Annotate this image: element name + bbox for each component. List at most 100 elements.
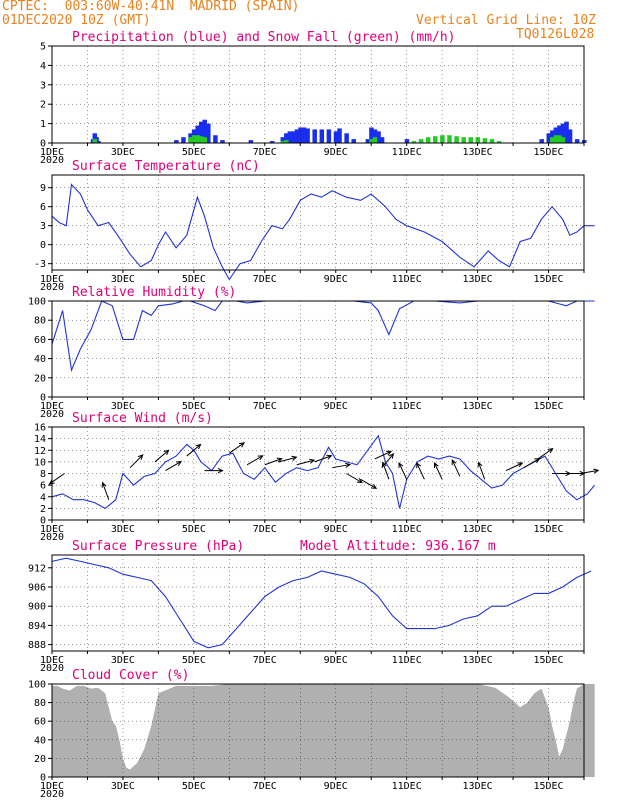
precip-x-tick-label: 9DEC bbox=[324, 147, 348, 158]
wind-x-tick-label: 1DEC bbox=[40, 524, 64, 535]
pressure-x-tick-label: 3DEC bbox=[111, 655, 135, 666]
precip-bar bbox=[220, 140, 225, 143]
snowfall-bar bbox=[440, 135, 445, 143]
cloud-x-tick-label: 13DEC bbox=[463, 781, 493, 792]
humidity-x-tick-label: 5DEC bbox=[182, 401, 206, 412]
temp-line bbox=[51, 183, 595, 281]
wind-line bbox=[51, 434, 596, 510]
header-datetime: 01DEC2020 10Z (GMT) bbox=[2, 13, 151, 28]
precip-bar bbox=[96, 141, 101, 143]
snowfall-bar bbox=[557, 135, 562, 143]
cloud-x-year-label: 2020 bbox=[40, 789, 64, 800]
wind-x-tick-label: 11DEC bbox=[392, 524, 422, 535]
wind-arrow bbox=[229, 442, 245, 454]
precip-bar bbox=[560, 123, 566, 143]
wind-arrow-head bbox=[276, 457, 283, 463]
precip-y-tick-label: 0 bbox=[40, 139, 46, 150]
cloud-x-tick-label: 11DEC bbox=[392, 781, 422, 792]
pressure-title: Surface Pressure (hPa) bbox=[72, 539, 244, 554]
temp-x-tick-label: 9DEC bbox=[324, 274, 348, 285]
wind-x-tick-label: 13DEC bbox=[463, 524, 493, 535]
precip-x-tick-label: 3DEC bbox=[111, 147, 135, 158]
precip-title: Precipitation (blue) and Snow Fall (gree… bbox=[72, 30, 456, 45]
temp-x-tick-label: 13DEC bbox=[463, 274, 493, 285]
pressure-y-tick-label: 894 bbox=[28, 621, 46, 632]
precip-bar bbox=[248, 140, 254, 143]
wind-arrow bbox=[165, 461, 182, 472]
wind-x-tick-label: 7DEC bbox=[253, 524, 277, 535]
pressure-y-tick-label: 906 bbox=[28, 583, 46, 594]
precip-y-tick-label: 5 bbox=[40, 42, 46, 53]
temp-y-tick-label: 0 bbox=[40, 240, 46, 251]
temp-frame bbox=[51, 174, 585, 271]
precip-bar bbox=[379, 137, 385, 143]
cloud-title: Cloud Cover (%) bbox=[72, 668, 189, 683]
wind-arrow-head bbox=[593, 468, 600, 474]
wind-arrow bbox=[398, 462, 408, 480]
snowfall-bar bbox=[425, 137, 431, 143]
humidity-x-tick-label: 1DEC bbox=[40, 401, 64, 412]
precip-bar bbox=[298, 127, 303, 143]
precip-bar bbox=[376, 131, 381, 143]
wind-arrow-head bbox=[291, 455, 298, 461]
precip-bar bbox=[181, 137, 186, 143]
wind-arrow-head bbox=[176, 461, 183, 467]
precip-bar bbox=[337, 128, 342, 143]
humidity-x-tick-label: 7DEC bbox=[253, 401, 277, 412]
temp-x-tick-label: 5DEC bbox=[182, 274, 206, 285]
temp-y-tick-label: 3 bbox=[40, 221, 46, 232]
snowfall-bar bbox=[454, 136, 459, 143]
wind-arrow-head bbox=[195, 443, 202, 450]
wind-arrow bbox=[523, 458, 540, 469]
wind-arrow bbox=[296, 459, 315, 466]
cloud-panel bbox=[48, 683, 595, 780]
humidity-x-tick-label: 15DEC bbox=[533, 401, 563, 412]
precip-x-year-label: 2020 bbox=[40, 155, 64, 166]
precip-x-tick-label: 15DEC bbox=[533, 147, 563, 158]
humidity-y-tick-label: 60 bbox=[34, 335, 46, 346]
snowfall-bar bbox=[553, 135, 559, 143]
wind-y-tick-label: 14 bbox=[34, 434, 46, 445]
cloud-y-tick-label: 40 bbox=[34, 735, 46, 746]
humidity-x-tick-label: 3DEC bbox=[111, 401, 135, 412]
snowfall-bar bbox=[284, 140, 289, 143]
temp-x-year-label: 2020 bbox=[40, 282, 64, 293]
wind-arrow bbox=[186, 444, 201, 457]
header-code: TQ0126L028 bbox=[516, 27, 595, 42]
precip-bar bbox=[198, 121, 204, 143]
wind-arrow-head bbox=[48, 479, 55, 485]
wind-arrow bbox=[416, 462, 425, 480]
wind-panel bbox=[48, 426, 596, 523]
wind-arrow bbox=[360, 478, 377, 489]
wind-y-tick-label: 8 bbox=[40, 469, 46, 480]
precip-bar bbox=[269, 141, 275, 143]
humidity-panel bbox=[48, 300, 595, 400]
pressure-x-tick-label: 1DEC bbox=[40, 655, 64, 666]
wind-y-tick-label: 0 bbox=[40, 516, 46, 527]
snowfall-bar bbox=[447, 135, 452, 143]
wind-arrow bbox=[314, 455, 332, 463]
temp-x-tick-label: 11DEC bbox=[392, 274, 422, 285]
precip-x-tick-label: 1DEC bbox=[40, 147, 64, 158]
precip-bar bbox=[305, 128, 310, 143]
precip-bar bbox=[319, 129, 325, 143]
wind-x-tick-label: 3DEC bbox=[111, 524, 135, 535]
precip-bar bbox=[213, 135, 218, 143]
precip-bar bbox=[369, 127, 374, 143]
wind-arrow bbox=[374, 450, 392, 460]
precip-bar bbox=[326, 129, 332, 143]
precip-bar bbox=[564, 121, 569, 143]
precip-bar bbox=[195, 125, 200, 143]
snowfall-bar bbox=[461, 137, 466, 143]
snowfall-bar bbox=[372, 137, 378, 143]
cloud-y-tick-label: 60 bbox=[34, 717, 46, 728]
temp-y-tick-label: 9 bbox=[40, 183, 46, 194]
snowfall-bar bbox=[482, 138, 488, 143]
wind-x-year-label: 2020 bbox=[40, 532, 64, 543]
cloud-x-tick-label: 3DEC bbox=[111, 781, 135, 792]
snowfall-bar bbox=[475, 137, 481, 143]
wind-arrow bbox=[49, 473, 65, 485]
wind-y-tick-label: 16 bbox=[34, 423, 46, 434]
cloud-x-tick-label: 15DEC bbox=[533, 781, 563, 792]
precip-bar bbox=[365, 139, 371, 143]
